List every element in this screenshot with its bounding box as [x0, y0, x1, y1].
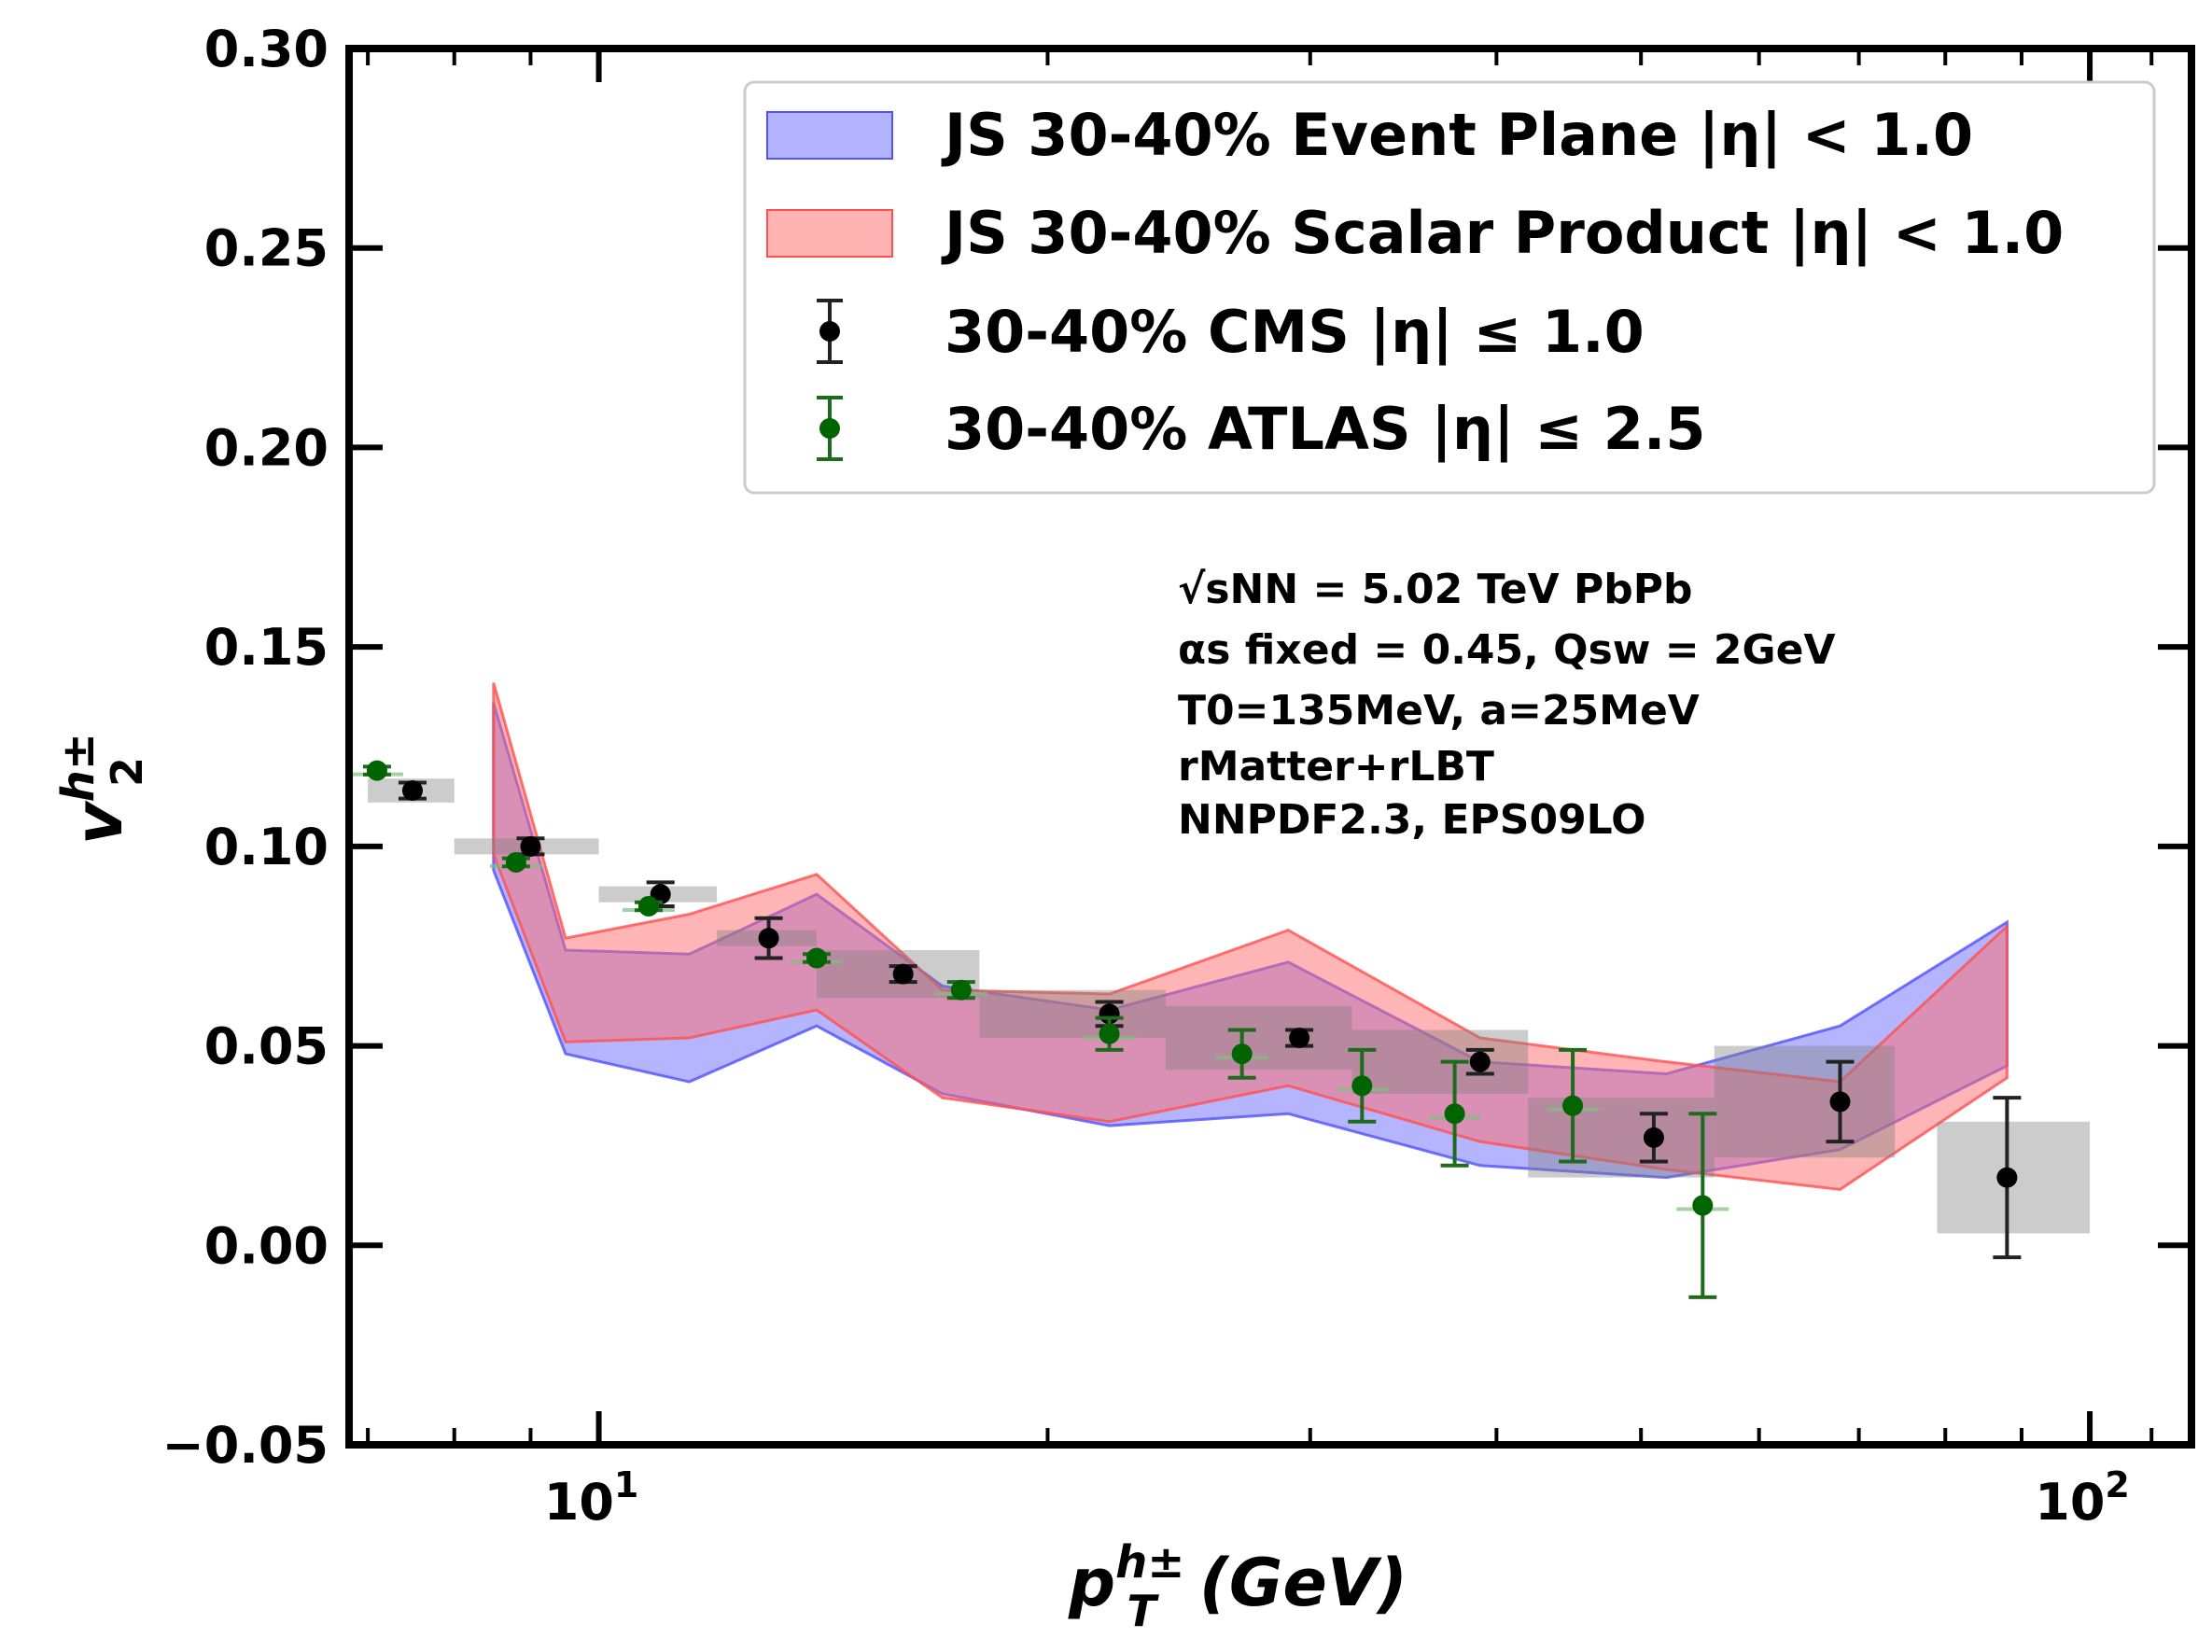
y-tick-labels: −0.05 0.00 0.05 0.10 0.15 0.20 0.25 0.30: [162, 20, 329, 1475]
cms-marker-1: [520, 835, 541, 857]
cms-marker-3: [758, 928, 779, 949]
cms-point-7: [1465, 1047, 1494, 1076]
cms-point-10: [1993, 1096, 2022, 1260]
cms-point-3: [754, 916, 783, 960]
x-tick-label-1: 102: [2035, 1464, 2130, 1532]
atlas-point-7: [1336, 1047, 1389, 1124]
legend-label-atlas: 30-40% ATLAS |η| ≤ 2.5: [945, 395, 1706, 464]
x-axis-label-unit: (GeV): [1199, 1545, 1407, 1621]
band-scalar-product: [492, 682, 2009, 1191]
y-axis-label-sup: h±: [52, 733, 105, 802]
cms-sys-box-9: [1714, 1045, 1896, 1158]
annotation-line-3: T0=135MeV, a=25MeV: [1178, 687, 1700, 735]
cms-point-6: [1285, 1028, 1314, 1049]
legend-swatch-event-plane: [766, 111, 893, 160]
atlas-marker-5: [1099, 1023, 1120, 1044]
x-tick-label-base-1: 10: [2035, 1473, 2105, 1532]
y-axis-label: vh±2: [52, 733, 152, 845]
atlas-marker-9: [1562, 1095, 1584, 1116]
y-tick-label-3: 0.10: [204, 818, 329, 876]
cms-point-8: [1639, 1112, 1668, 1164]
atlas-marker-2: [637, 895, 659, 917]
legend-swatch-scalar-product: [766, 209, 893, 258]
cms-marker-10: [1996, 1167, 2018, 1188]
atlas-marker-6: [1231, 1043, 1253, 1065]
annotation-line-2: αs fixed = 0.45, Qsw = 2GeV: [1178, 626, 1836, 674]
atlas-marker-0: [366, 760, 387, 781]
y-tick-label-7: 0.30: [204, 20, 329, 78]
cms-sys-box-5: [979, 989, 1166, 1039]
cms-marker-7: [1469, 1051, 1491, 1072]
cms-point-4: [889, 963, 917, 985]
cms-sys-box-6: [1165, 1005, 1352, 1071]
y-tick-label-2: 0.05: [204, 1017, 329, 1076]
data-points: [350, 760, 2022, 1299]
x-tick-labels: 101 102: [544, 1464, 2130, 1532]
plot-area: [350, 682, 2091, 1299]
cms-point-9: [1826, 1059, 1855, 1144]
atlas-point-10: [1676, 1112, 1729, 1299]
atlas-point-8: [1428, 1059, 1481, 1168]
atlas-point-9: [1547, 1047, 1600, 1164]
cms-point-0: [398, 780, 427, 802]
atlas-point-0: [350, 760, 403, 781]
axes: [345, 45, 2195, 1449]
legend-label-event-plane: JS 30-40% Event Plane |η| < 1.0: [941, 101, 1973, 170]
cms-marker-0: [401, 780, 423, 802]
legend-marker-atlas: [817, 396, 843, 461]
atlas-point-4: [934, 979, 987, 1001]
atlas-point-3: [791, 947, 844, 969]
atlas-point-5: [1083, 1015, 1136, 1052]
x-tick-label-base-0: 10: [544, 1473, 614, 1532]
plot-frame: [345, 45, 2195, 1449]
y-tick-label-4: 0.15: [204, 618, 329, 677]
y-tick-label-5: 0.20: [204, 418, 329, 477]
x-tick-label-exp-1: 2: [2105, 1464, 2129, 1505]
atlas-marker-3: [806, 947, 828, 969]
model-bands: [492, 682, 2009, 1191]
y-axis-label-symbol: v: [61, 800, 137, 845]
annotation-line-5: NNPDF2.3, EPS09LO: [1178, 796, 1646, 844]
atlas-marker-10: [1692, 1195, 1714, 1216]
legend-frame: [743, 80, 2156, 495]
cms-marker-6: [1289, 1028, 1310, 1049]
x-axis-label-sup: h±: [1115, 1536, 1184, 1589]
physics-annotation: √sNN = 5.02 TeV PbPb αs fixed = 0.45, Qs…: [1178, 566, 1836, 844]
legend-label-cms: 30-40% CMS |η| ≤ 1.0: [945, 298, 1645, 367]
annotation-line-4: rMatter+rLBT: [1178, 743, 1494, 791]
legend-marker-cms: [817, 299, 843, 364]
atlas-marker-1: [505, 851, 526, 873]
atlas-marker-7: [1351, 1075, 1373, 1097]
y-tick-label-0: −0.05: [162, 1416, 329, 1475]
atlas-marker-8: [1444, 1103, 1465, 1125]
y-tick-label-6: 0.25: [204, 219, 329, 278]
cms-marker-4: [892, 963, 914, 985]
y-axis-label-sub: 2: [102, 757, 152, 787]
atlas-point-2: [622, 895, 675, 917]
x-axis-label-sub: T: [1127, 1586, 1160, 1636]
atlas-marker-4: [950, 979, 972, 1001]
legend-label-scalar-product: JS 30-40% Scalar Product |η| < 1.0: [941, 199, 2064, 268]
atlas-point-1: [489, 851, 542, 873]
y-tick-label-1: 0.00: [204, 1216, 329, 1275]
x-tick-label-exp-0: 1: [614, 1464, 638, 1505]
cms-marker-9: [1829, 1091, 1851, 1113]
x-axis-label: ph± T (GeV): [1068, 1536, 1407, 1636]
x-axis-label-symbol: p: [1068, 1545, 1115, 1621]
annotation-line-1: √sNN = 5.02 TeV PbPb: [1178, 566, 1692, 613]
cms-sys-box-7: [1351, 1029, 1529, 1094]
atlas-point-6: [1215, 1028, 1268, 1080]
legend: JS 30-40% Event Plane |η| < 1.0 JS 30-40…: [743, 80, 2156, 495]
x-tick-label-0: 101: [544, 1464, 639, 1532]
cms-marker-8: [1643, 1127, 1664, 1148]
